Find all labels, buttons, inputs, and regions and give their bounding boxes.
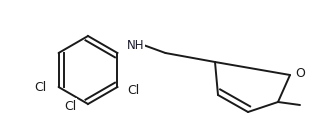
Text: O: O — [295, 66, 305, 80]
Text: Cl: Cl — [64, 100, 76, 113]
Text: Cl: Cl — [127, 83, 140, 96]
Text: Cl: Cl — [34, 80, 47, 94]
Text: NH: NH — [127, 38, 144, 52]
